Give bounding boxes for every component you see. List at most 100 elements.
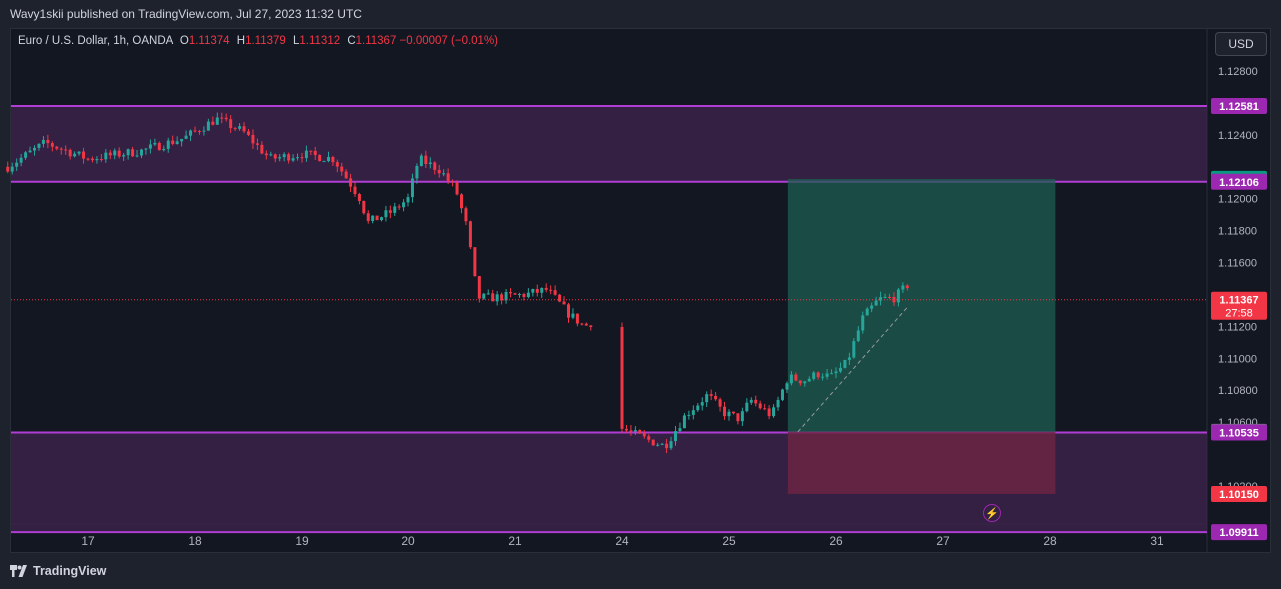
candle-body[interactable]	[331, 156, 335, 163]
candle-body[interactable]	[148, 144, 152, 149]
long-position-stop-zone[interactable]	[787, 431, 1056, 494]
candle-body[interactable]	[113, 150, 117, 156]
candle-body[interactable]	[896, 289, 900, 303]
candle-body[interactable]	[776, 399, 780, 408]
candle-body[interactable]	[745, 402, 749, 412]
candle-body[interactable]	[589, 325, 593, 328]
symbol-description[interactable]: Euro / U.S. Dollar, 1h, OANDA	[18, 35, 173, 47]
candle-body[interactable]	[300, 157, 304, 159]
candle-body[interactable]	[278, 157, 282, 159]
candle-body[interactable]	[901, 285, 905, 290]
candle-body[interactable]	[758, 403, 762, 409]
candle-body[interactable]	[856, 330, 860, 342]
candle-body[interactable]	[504, 292, 508, 301]
candle-body[interactable]	[162, 148, 166, 151]
candle-body[interactable]	[242, 126, 246, 132]
candle-body[interactable]	[691, 410, 695, 415]
candle-body[interactable]	[575, 313, 579, 324]
candle-body[interactable]	[273, 154, 277, 159]
candle-body[interactable]	[825, 373, 829, 377]
candle-body[interactable]	[486, 293, 490, 295]
candle-body[interactable]	[749, 399, 753, 403]
candle-body[interactable]	[193, 130, 197, 132]
candle-body[interactable]	[665, 443, 669, 449]
candle-body[interactable]	[807, 378, 811, 382]
candle-body[interactable]	[473, 247, 477, 277]
candle-body[interactable]	[624, 428, 628, 431]
candle-body[interactable]	[852, 341, 856, 358]
candle-body[interactable]	[888, 296, 891, 298]
candle-body[interactable]	[318, 155, 322, 162]
candle-body[interactable]	[816, 372, 820, 378]
flash-icon[interactable]: ⚡	[983, 504, 1001, 522]
candle-body[interactable]	[830, 373, 834, 375]
candle-body[interactable]	[794, 374, 798, 381]
candle-body[interactable]	[287, 154, 291, 161]
candle-body[interactable]	[296, 157, 300, 159]
candle-body[interactable]	[362, 200, 366, 214]
candle-body[interactable]	[571, 313, 575, 318]
candle-body[interactable]	[549, 289, 553, 291]
candle-body[interactable]	[157, 142, 161, 151]
candle-body[interactable]	[108, 152, 112, 156]
candle-body[interactable]	[10, 166, 14, 172]
candle-body[interactable]	[709, 394, 713, 396]
candle-body[interactable]	[282, 154, 286, 158]
candle-body[interactable]	[682, 415, 686, 429]
candle-body[interactable]	[37, 143, 41, 148]
candle-body[interactable]	[353, 186, 357, 195]
candle-body[interactable]	[344, 171, 348, 179]
candle-body[interactable]	[99, 159, 103, 161]
candle-body[interactable]	[660, 443, 664, 445]
long-position-profit-zone[interactable]	[787, 178, 1056, 432]
candle-body[interactable]	[33, 147, 36, 151]
candle-body[interactable]	[428, 162, 432, 165]
candle-body[interactable]	[700, 402, 704, 406]
candle-body[interactable]	[905, 285, 909, 289]
candle-body[interactable]	[678, 428, 682, 432]
candle-body[interactable]	[580, 323, 584, 325]
candle-body[interactable]	[357, 194, 361, 201]
tradingview-logo[interactable]: TradingView	[10, 563, 106, 579]
candle-body[interactable]	[380, 217, 383, 221]
candle-body[interactable]	[135, 155, 139, 157]
candle-body[interactable]	[180, 138, 184, 142]
candle-body[interactable]	[437, 169, 441, 174]
candle-body[interactable]	[46, 139, 50, 144]
candle-body[interactable]	[393, 206, 397, 213]
candle-body[interactable]	[77, 151, 81, 154]
candle-body[interactable]	[64, 149, 68, 151]
candle-body[interactable]	[718, 399, 722, 407]
candle-body[interactable]	[879, 297, 883, 301]
candle-body[interactable]	[495, 294, 499, 302]
candle-body[interactable]	[620, 327, 624, 429]
candle-body[interactable]	[366, 213, 370, 221]
candle-body[interactable]	[397, 206, 401, 208]
candle-body[interactable]	[789, 374, 793, 384]
candle-body[interactable]	[255, 143, 259, 145]
candle-body[interactable]	[696, 405, 700, 411]
candle-body[interactable]	[73, 153, 77, 157]
candle-body[interactable]	[251, 134, 255, 144]
candle-body[interactable]	[883, 296, 887, 298]
candle-body[interactable]	[669, 441, 673, 449]
candle-body[interactable]	[144, 148, 148, 150]
candle-body[interactable]	[535, 288, 539, 293]
candle-body[interactable]	[68, 149, 72, 157]
candle-body[interactable]	[736, 413, 740, 422]
candle-body[interactable]	[104, 152, 108, 160]
candle-body[interactable]	[415, 166, 419, 179]
candle-body[interactable]	[220, 117, 224, 119]
candle-body[interactable]	[82, 151, 86, 159]
candle-body[interactable]	[184, 135, 188, 139]
candle-body[interactable]	[126, 149, 130, 156]
candle-body[interactable]	[433, 162, 437, 170]
candle-body[interactable]	[843, 359, 847, 368]
candle-body[interactable]	[6, 166, 10, 172]
candle-body[interactable]	[754, 399, 758, 404]
candle-body[interactable]	[731, 411, 735, 414]
candle-body[interactable]	[847, 357, 851, 360]
candle-body[interactable]	[238, 126, 242, 129]
candle-body[interactable]	[870, 305, 874, 309]
candle-body[interactable]	[821, 376, 825, 378]
